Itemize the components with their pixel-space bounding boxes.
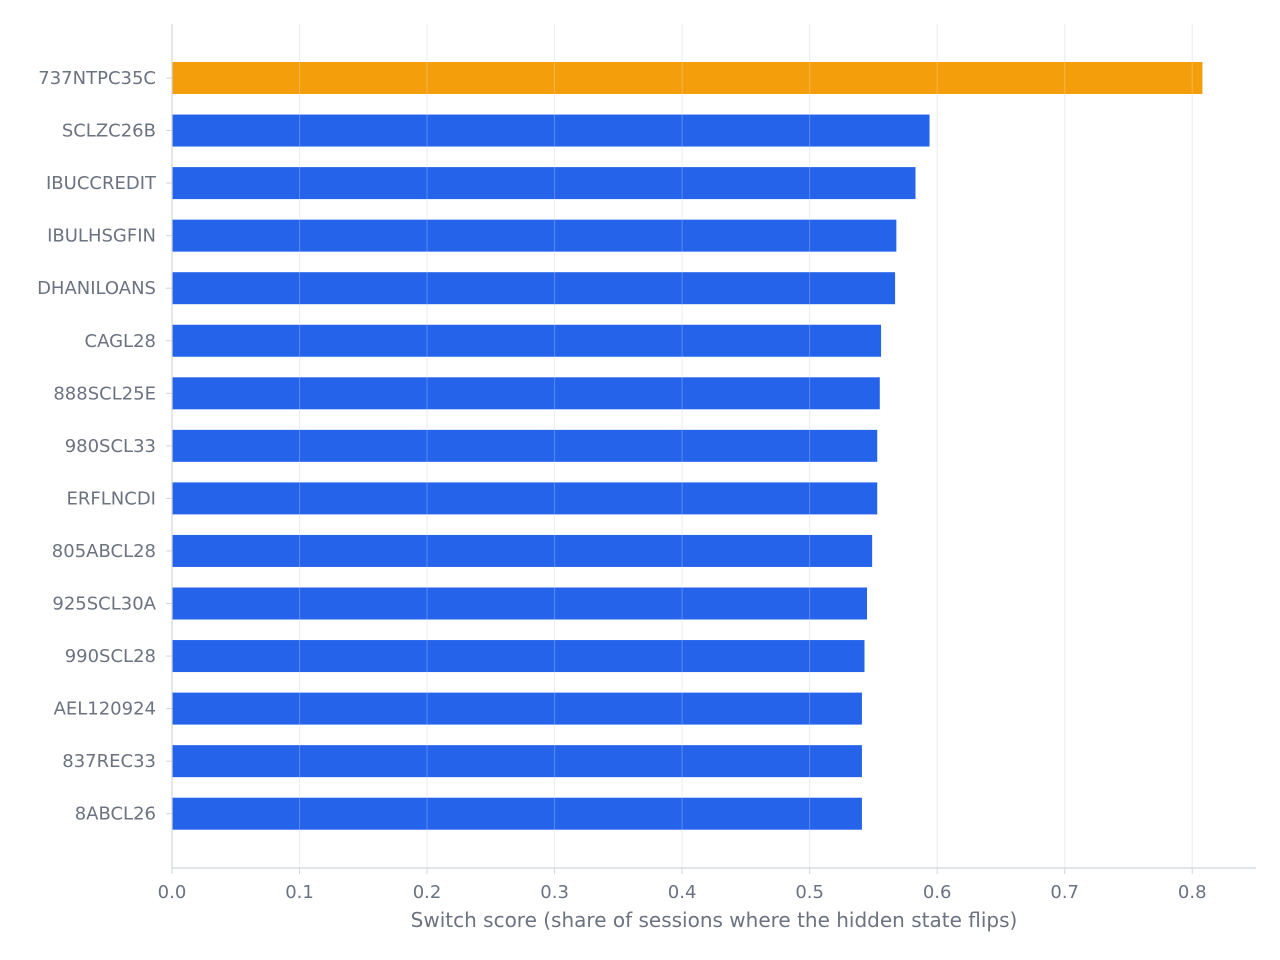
- category-label: 737NTPC35C: [38, 68, 156, 89]
- x-tick-label: 0.5: [795, 882, 824, 903]
- category-label: 888SCL25E: [53, 383, 156, 404]
- bar: [172, 745, 862, 778]
- bar: [172, 272, 896, 305]
- x-tick-label: 0.6: [923, 882, 952, 903]
- bar: [172, 534, 873, 567]
- bar: [172, 324, 882, 357]
- category-label: 837REC33: [62, 751, 156, 772]
- category-label: AEL120924: [54, 699, 156, 720]
- category-label: SCLZC26B: [62, 121, 156, 142]
- labels: 0.0 0.1 0.2 0.3 0.4 0.5 0.6 0.7 0.8 737NTPC35C SCL…: [37, 68, 1206, 903]
- bars: [172, 24, 1203, 868]
- category-label: DHANILOANS: [37, 278, 156, 299]
- x-tick-label: 0.8: [1178, 882, 1207, 903]
- category-label: ERFLNCDI: [67, 488, 156, 509]
- category-label: 8ABCL26: [75, 804, 156, 825]
- bar: [172, 482, 878, 515]
- bar: [172, 587, 868, 620]
- bar: [172, 219, 897, 252]
- bar: [172, 377, 880, 410]
- bar: [172, 62, 1203, 94]
- x-tick-label: 0.0: [158, 882, 187, 903]
- bar: [172, 114, 930, 147]
- x-tick-label: 0.2: [413, 882, 442, 903]
- bar: [172, 167, 916, 200]
- x-tick-label: 0.3: [540, 882, 569, 903]
- bar: [172, 692, 862, 725]
- category-label: CAGL28: [85, 331, 156, 352]
- bar: [172, 797, 862, 830]
- x-tick-label: 0.1: [285, 882, 314, 903]
- category-label: 980SCL33: [65, 436, 156, 457]
- category-label: IBUCCREDIT: [46, 173, 157, 194]
- category-label: 925SCL30A: [52, 594, 156, 615]
- x-axis-title: Switch score (share of sessions where th…: [411, 908, 1018, 932]
- category-label: IBULHSGFIN: [47, 226, 156, 247]
- category-label: 805ABCL28: [52, 541, 156, 562]
- category-label: 990SCL28: [65, 646, 156, 667]
- x-tick-label: 0.4: [668, 882, 697, 903]
- bar: [172, 429, 878, 462]
- x-tick-label: 0.7: [1050, 882, 1079, 903]
- axes: [166, 24, 1256, 874]
- bar: [172, 640, 865, 673]
